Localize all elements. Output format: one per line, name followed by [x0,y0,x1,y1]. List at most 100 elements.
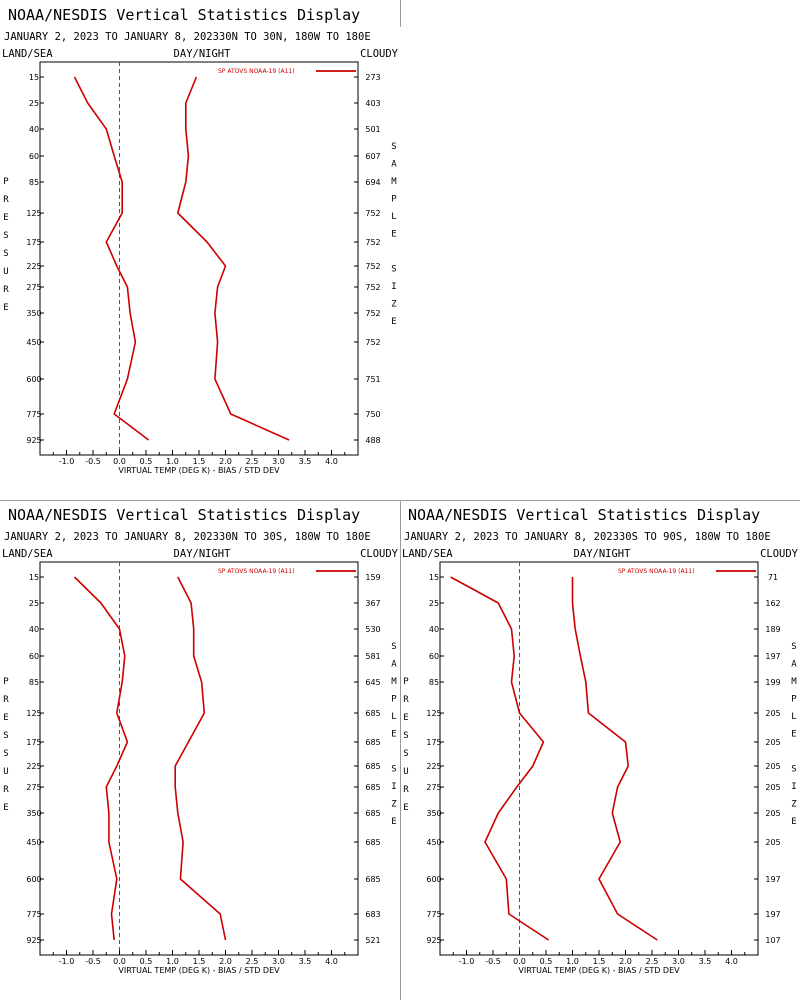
x-tick-label: 1.0 [566,957,579,966]
axis-label-letter: R [3,695,9,705]
pressure-tick-label: 15 [429,573,439,582]
legend-label: SP ATOVS NOAA-19 (A11) [218,68,295,75]
axis-label-letter: U [403,767,408,777]
axis-label-letter: S [791,765,796,775]
pressure-tick-label: 775 [26,910,41,919]
axis-label-letter: E [3,803,8,813]
bias-series-line [450,576,550,941]
pressure-tick-label: 85 [29,178,39,187]
axis-label-letter: E [391,317,396,327]
pressure-tick-label: 125 [26,209,41,218]
pressure-tick-label: 600 [426,875,441,884]
plot-frame [439,561,759,956]
axis-label-letter: P [3,177,9,187]
pressure-tick-label: 225 [426,762,441,771]
x-tick-label: 4.0 [325,457,338,466]
sample-size-tick-label: 205 [765,838,780,847]
sample-size-tick-label: 197 [765,910,780,919]
axis-label-letter: S [391,765,396,775]
axis-label-letter: R [3,285,9,295]
pressure-tick-label: 60 [29,152,39,161]
pressure-tick-label: 925 [26,936,41,945]
axis-label-letter: E [3,713,8,723]
axis-label-letter: M [391,177,397,187]
sample-size-tick-label: 189 [765,625,780,634]
pressure-tick-label: 175 [426,738,441,747]
axis-label-letter: E [403,803,408,813]
axis-label-letter: S [403,749,408,759]
sample-size-tick-label: 273 [365,73,380,82]
chart-title: NOAA/NESDIS Vertical Statistics Display [8,6,360,24]
pressure-tick-label: 25 [29,99,39,108]
x-tick-label: 3.0 [672,957,685,966]
axis-label-letter: S [3,731,8,741]
sample-size-tick-label: 205 [765,709,780,718]
sample-size-tick-label: 752 [365,309,380,318]
axis-label-letter: S [391,142,396,152]
axis-label-letter: U [3,767,8,777]
x-tick-label: 0.5 [140,957,153,966]
axis-label-letter: E [791,817,796,827]
chart-title: NOAA/NESDIS Vertical Statistics Display [408,506,760,524]
chart-panel-3: NOAA/NESDIS Vertical Statistics Display J… [400,500,800,1000]
pressure-tick-label: 450 [26,338,41,347]
axis-label-letter: P [3,677,9,687]
header-day-night: DAY/NIGHT [174,548,232,560]
axis-label-letter: I [391,282,396,292]
pressure-tick-label: 275 [26,783,41,792]
axis-label-letter: P [791,695,797,705]
axis-label-letter: Z [791,800,797,810]
axis-label-letter: M [791,677,797,687]
axis-label-letter: E [391,817,396,827]
x-tick-label: 1.5 [593,957,606,966]
pressure-tick-label: 125 [26,709,41,718]
axis-label-letter: L [391,712,396,722]
axis-label-letter: E [403,713,408,723]
sample-size-tick-label: 197 [765,875,780,884]
pressure-tick-label: 925 [26,436,41,445]
sample-size-tick-label: 367 [365,599,380,608]
x-tick-label: 2.5 [646,957,659,966]
pressure-tick-label: 450 [26,838,41,847]
x-tick-label: 2.0 [619,957,632,966]
x-tick-label: -0.5 [85,457,101,466]
axis-label-letter: S [3,749,8,759]
sample-size-tick-label: 205 [765,762,780,771]
pressure-tick-label: 925 [426,936,441,945]
sample-size-tick-label: 685 [365,762,380,771]
bias-series-line [73,576,129,941]
x-tick-label: 3.5 [699,957,712,966]
chart-panel-2: NOAA/NESDIS Vertical Statistics Display J… [0,500,400,1000]
axis-label-letter: P [403,677,409,687]
pressure-tick-label: 85 [429,678,439,687]
sample-size-tick-label: 752 [365,338,380,347]
sample-size-tick-label: 197 [765,652,780,661]
std-dev-series-line [177,76,290,441]
sample-size-tick-label: 530 [365,625,380,634]
x-tick-label: -1.0 [459,957,475,966]
sample-size-tick-label: 685 [365,809,380,818]
header-day-night: DAY/NIGHT [174,48,232,60]
axis-label-letter: E [391,230,396,240]
chart-svg-2: NOAA/NESDIS Vertical Statistics Display J… [2,506,399,975]
axis-label-letter: L [791,712,796,722]
pressure-tick-label: 175 [26,738,41,747]
pressure-tick-label: 40 [29,625,39,634]
x-tick-label: 2.5 [246,957,259,966]
x-tick-label: 0.5 [540,957,553,966]
header-land-sea: LAND/SEA [2,48,53,60]
sample-size-tick-label: 581 [365,652,380,661]
legend-label: SP ATOVS NOAA-19 (A11) [218,568,295,575]
x-tick-label: -1.0 [59,457,75,466]
header-land-sea: LAND/SEA [2,548,53,560]
sample-size-tick-label: 199 [765,678,780,687]
axis-label-letter: Z [391,800,397,810]
axis-label-letter: R [403,695,409,705]
axis-label-letter: A [791,660,797,670]
pressure-tick-label: 40 [429,625,439,634]
pressure-tick-label: 225 [26,262,41,271]
vertical-separator [400,500,401,1000]
axis-label-letter: M [391,677,397,687]
